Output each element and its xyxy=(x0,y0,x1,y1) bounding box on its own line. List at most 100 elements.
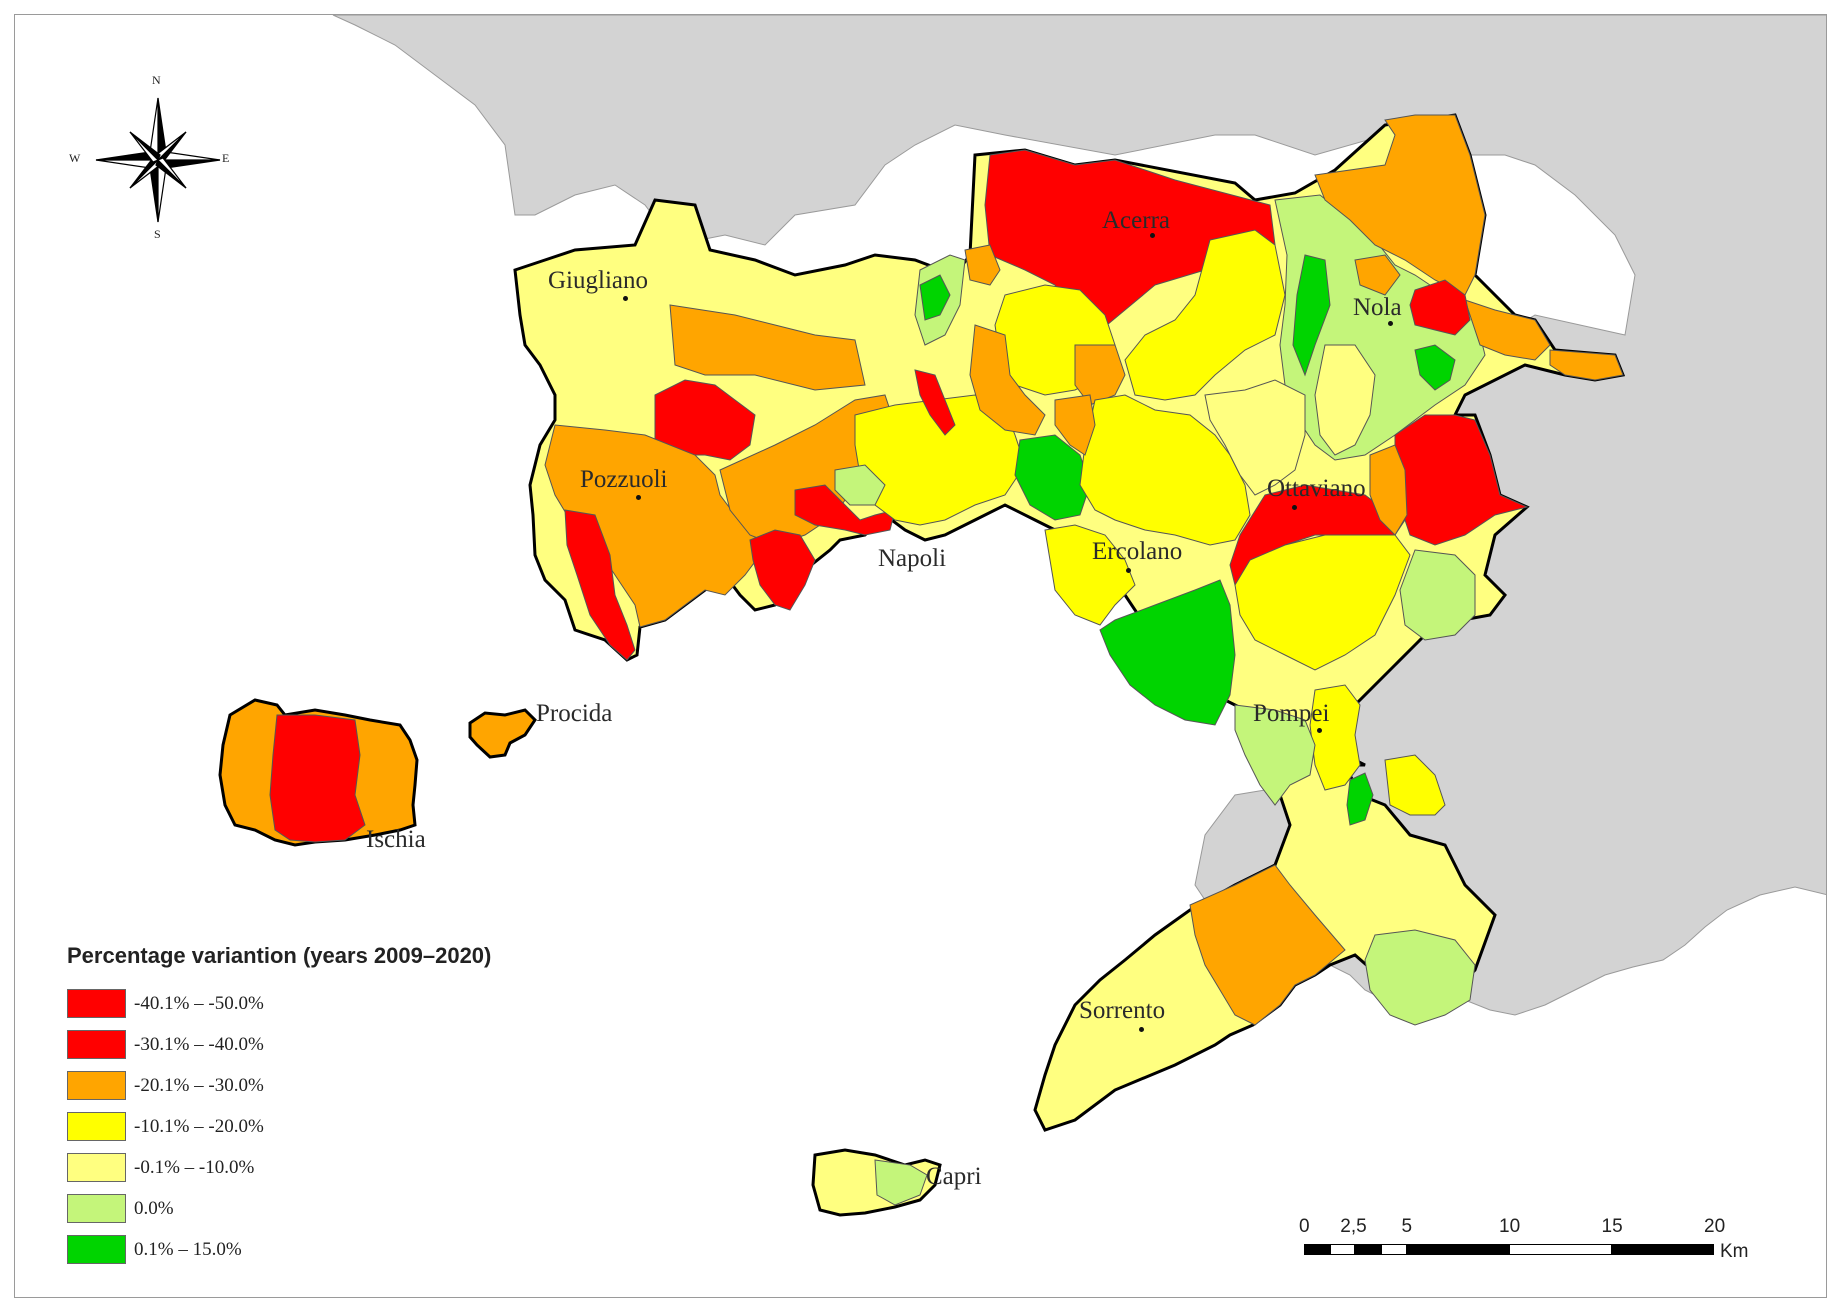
zone-giugliano-orange xyxy=(669,304,866,391)
zone-nola-yellowpale xyxy=(1314,344,1376,456)
label-capri: Capri xyxy=(926,1163,982,1190)
ischia-red xyxy=(269,714,366,843)
scale-unit: Km xyxy=(1720,1241,1749,1262)
label-acerra: Acerra xyxy=(1102,207,1170,234)
zone-green-small-1 xyxy=(919,274,951,321)
dot-nola xyxy=(1388,321,1393,326)
legend-label: 0.0% xyxy=(134,1197,174,1219)
legend-swatch xyxy=(67,1235,126,1264)
zone-green-nola-2 xyxy=(1414,344,1456,391)
legend-label: -0.1% – -10.0% xyxy=(134,1156,255,1178)
scale-tick-label: 10 xyxy=(1499,1216,1521,1237)
zone-green-2 xyxy=(1014,434,1091,521)
zone-nola-tail-orange xyxy=(1549,349,1624,381)
scale-segment xyxy=(1509,1244,1612,1255)
zone-peninsula-orange xyxy=(1189,864,1346,1026)
zone-orange-vesuvio xyxy=(1054,394,1096,456)
label-nola: Nola xyxy=(1353,294,1402,321)
scale-segment xyxy=(1380,1244,1407,1255)
label-pozzuoli: Pozzuoli xyxy=(580,466,668,493)
legend-item: 0.1% – 15.0% xyxy=(67,1229,491,1270)
scale-segment xyxy=(1611,1244,1714,1255)
dot-giugliano xyxy=(623,296,628,301)
north-arrow-icon xyxy=(95,97,221,223)
zone-pompei-green xyxy=(1346,772,1374,826)
label-pompei: Pompei xyxy=(1253,700,1330,727)
scale-segment xyxy=(1355,1244,1381,1255)
label-procida: Procida xyxy=(536,700,613,727)
scale-segment xyxy=(1406,1244,1509,1255)
legend-swatch xyxy=(67,1112,126,1141)
scale-segment xyxy=(1304,1244,1330,1255)
label-ottaviano: Ottaviano xyxy=(1267,475,1366,502)
legend-label: -40.1% – -50.0% xyxy=(134,992,264,1014)
dot-ercolano xyxy=(1126,568,1131,573)
zone-orange-north-2 xyxy=(1074,344,1126,406)
compass-e: E xyxy=(222,151,230,165)
legend-label: -10.1% – -20.0% xyxy=(134,1115,264,1137)
zone-pompei-east-yellow xyxy=(1384,754,1446,816)
zone-napoli-red-1 xyxy=(749,529,816,611)
legend-swatch xyxy=(67,1030,126,1059)
legend-label: 0.1% – 15.0% xyxy=(134,1238,242,1260)
map-legend: Percentage variantion (years 2009–2020) … xyxy=(67,943,491,1270)
dot-sorrento xyxy=(1139,1027,1144,1032)
legend-item: -30.1% – -40.0% xyxy=(67,1024,491,1065)
zone-vesuvio-paleyellow xyxy=(1204,379,1306,496)
zone-bacoli-red xyxy=(564,509,636,661)
zone-napoli-red-2 xyxy=(794,484,896,536)
zone-green-nola-1 xyxy=(1292,254,1331,377)
scale-tick-label: 5 xyxy=(1401,1216,1413,1237)
legend-item: -0.1% – -10.0% xyxy=(67,1147,491,1188)
scale-tick-label: 15 xyxy=(1601,1216,1623,1237)
zone-nola-orange xyxy=(1314,114,1486,296)
label-napoli: Napoli xyxy=(878,545,947,572)
legend-rows: -40.1% – -50.0% -30.1% – -40.0% -20.1% – -… xyxy=(67,983,491,1270)
zone-yellow-vesuvio-south xyxy=(1234,534,1411,671)
label-ercolano: Ercolano xyxy=(1092,538,1183,565)
scale-tick-label: 0 xyxy=(1299,1216,1310,1237)
map-canvas xyxy=(218,15,1826,1217)
dot-pompei xyxy=(1317,728,1322,733)
label-sorrento: Sorrento xyxy=(1079,997,1166,1024)
zone-vesuvio-yellow xyxy=(1079,394,1251,546)
legend-label: -30.1% – -40.0% xyxy=(134,1033,264,1055)
legend-item: -20.1% – -30.0% xyxy=(67,1065,491,1106)
island-procida xyxy=(468,708,537,759)
capri-lightgreen xyxy=(874,1159,928,1206)
zone-nola-orange-small xyxy=(1354,254,1401,296)
zone-nola-red xyxy=(1409,279,1471,336)
legend-swatch xyxy=(67,1194,126,1223)
zone-pompei-lightgreen xyxy=(1234,704,1316,806)
zone-orange-north-3 xyxy=(964,244,1001,286)
zone-napoli-lightgreen xyxy=(834,464,886,506)
compass-s: S xyxy=(154,227,161,241)
zone-orange-ottaviano xyxy=(1369,444,1408,536)
zone-lightgreen-east xyxy=(1399,549,1476,641)
dot-pozzuoli xyxy=(636,495,641,500)
zone-yellow-east-acerra xyxy=(1124,229,1286,401)
legend-title: Percentage variantion (years 2009–2020) xyxy=(67,943,492,968)
compass-w: W xyxy=(69,151,81,165)
zone-casoria-red xyxy=(914,369,956,436)
scale-tick-label: 20 xyxy=(1704,1216,1726,1237)
zone-nola-east-orange xyxy=(1464,299,1551,361)
scale-tick-label: 2,5 xyxy=(1340,1216,1367,1237)
zone-orange-north-1 xyxy=(969,324,1046,436)
legend-item: 0.0% xyxy=(67,1188,491,1229)
legend-item: -40.1% – -50.0% xyxy=(67,983,491,1024)
map-frame: N S E W Giugliano Acerra Nola Pozzuoli O… xyxy=(14,14,1827,1298)
legend-label: -20.1% – -30.0% xyxy=(134,1074,264,1096)
dot-acerra xyxy=(1150,233,1155,238)
zone-ercolano-yellow xyxy=(1044,524,1136,626)
zone-lettere-lightgreen xyxy=(1364,929,1476,1026)
zone-ercolano-green xyxy=(1099,579,1236,726)
label-ischia: Ischia xyxy=(366,826,426,853)
legend-item: -10.1% – -20.0% xyxy=(67,1106,491,1147)
scale-segment xyxy=(1329,1244,1356,1255)
compass-n: N xyxy=(152,73,161,87)
legend-swatch xyxy=(67,1071,126,1100)
label-giugliano: Giugliano xyxy=(548,267,648,294)
legend-swatch xyxy=(67,1153,126,1182)
legend-swatch xyxy=(67,989,126,1018)
